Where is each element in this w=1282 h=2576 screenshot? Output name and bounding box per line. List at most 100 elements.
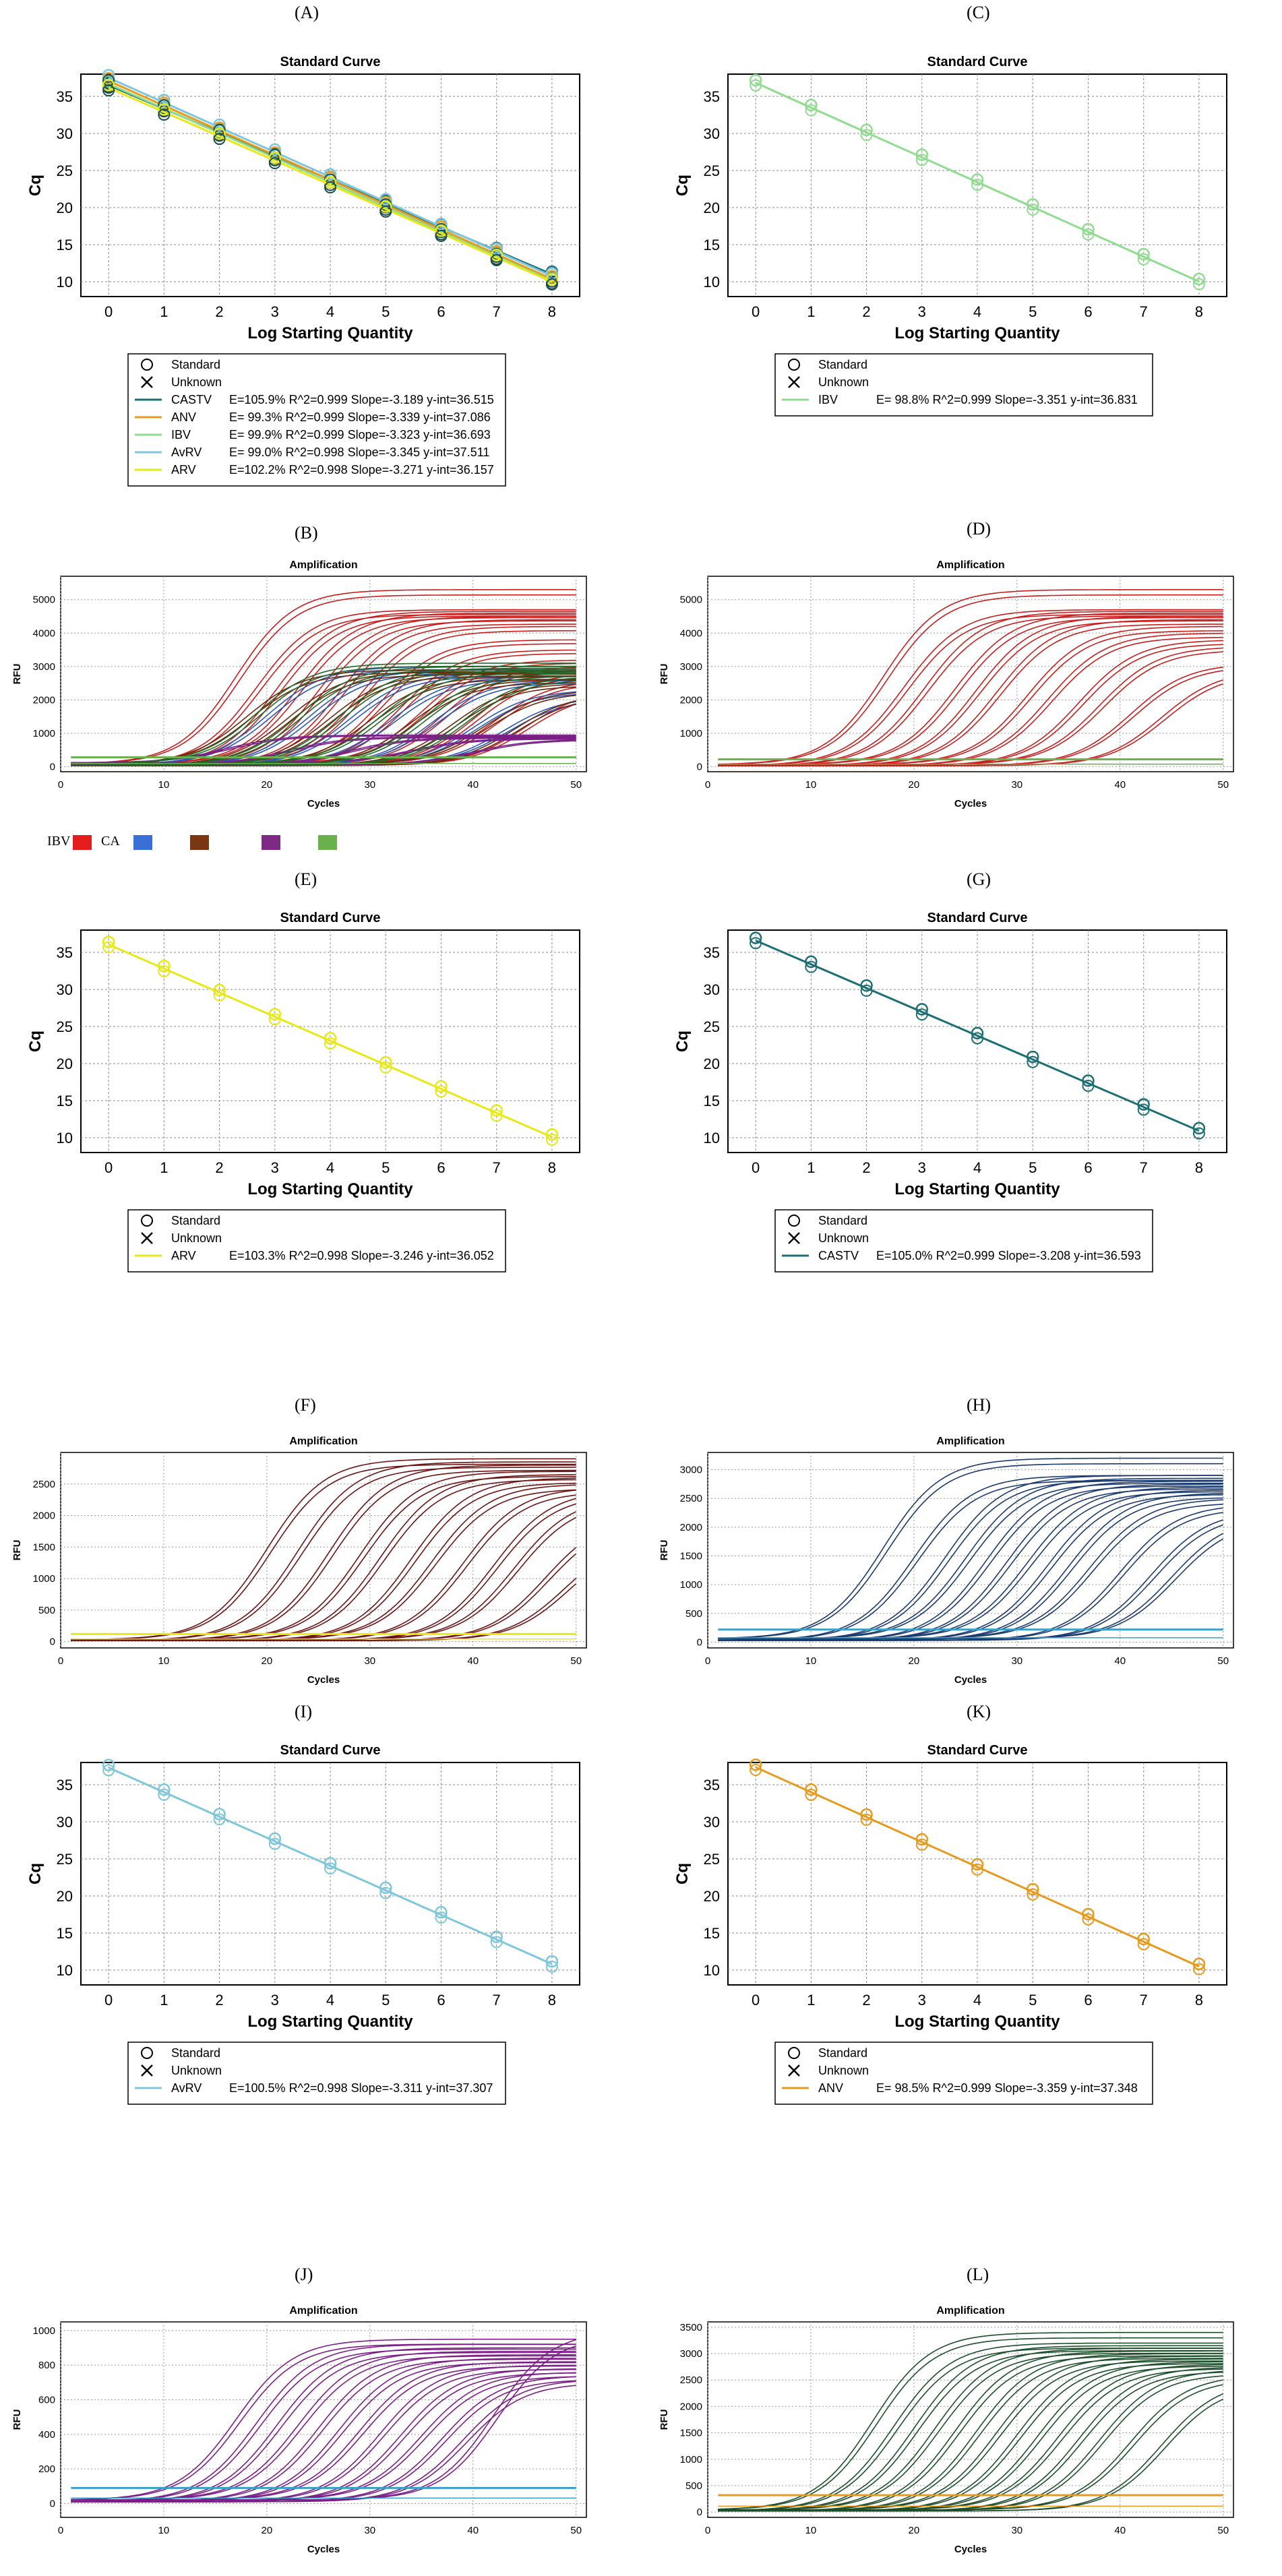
data-point [102,79,115,92]
data-point [324,1037,336,1050]
data-point [379,206,392,218]
standard-marker-icon [141,359,153,371]
x-tick-label: 7 [1140,303,1148,320]
y-tick-label: 35 [704,944,720,961]
data-point [860,123,873,136]
series-AvRV [102,1758,559,1973]
y-tick-label: 10 [704,1962,720,1979]
amplification-curve [718,2337,1223,2510]
amplification-curve [71,589,576,764]
y-tick-label: 25 [704,162,720,179]
amplification-chart-J: Amplification 0 10 20 30 40 50 0 200 400 600 800 100… [11,2305,587,2555]
x-tick-label: 8 [1195,303,1203,320]
x-axis-label: Log Starting Quantity [247,2013,413,2031]
chart-title: Amplification [289,559,357,571]
data-point [158,109,171,121]
x-tick-label: 20 [909,2525,920,2536]
y-tick-label: 5000 [33,594,55,606]
x-axis-label: Cycles [307,798,340,809]
y-tick-label: 20 [704,1055,720,1072]
data-point [805,960,818,973]
data-point [435,218,448,231]
standard-marker-icon [788,359,800,371]
amplification-curve [718,2352,1223,2511]
y-tick-label: 1000 [33,1573,55,1585]
y-tick-label: 400 [38,2429,55,2441]
data-point [102,941,115,954]
data-point [102,1764,115,1777]
y-tick-label: 500 [38,1605,55,1616]
x-tick-label: 4 [326,1159,334,1176]
y-tick-label: 800 [38,2360,55,2371]
data-point [1137,1932,1150,1946]
x-tick-label: 10 [805,779,817,791]
unknown-marker-icon [788,1232,800,1244]
panel-label-K: (K) [967,1702,991,1721]
amplification-curve [71,1458,576,1640]
chart-title: Amplification [936,2305,1004,2317]
legend-series-stats: E= 99.3% R^2=0.999 Slope=-3.339 y-int=37… [229,410,491,424]
series-ANV [718,2331,1224,2512]
data-point [860,979,873,992]
y-tick-label: 3000 [33,661,55,673]
y-tick-label: 15 [57,237,73,253]
data-point [1137,247,1150,261]
x-tick-label: 2 [862,303,870,320]
x-tick-label: 0 [705,1655,710,1667]
series-green [71,663,576,766]
y-tick-label: 20 [57,200,73,216]
data-point [213,989,226,1002]
y-tick-label: 15 [704,1093,720,1109]
x-axis-label: Cycles [954,2544,987,2555]
fit-line-ANV [755,1766,1200,1968]
x-tick-label: 8 [548,1159,556,1176]
x-tick-label: 6 [437,1159,445,1176]
amplification-curve [71,2355,576,2501]
y-tick-label: 0 [50,2498,55,2509]
data-point [1082,228,1095,241]
x-tick-label: 20 [262,1655,273,1667]
amplification-chart-B: Amplification 0 10 20 30 40 50 0 1000 2000 3000 400… [11,559,587,809]
standard-curve-chart-A: Standard Curve 0 1 2 3 4 5 6 7 8 10 15 20 25 30 35 Log S… [26,55,580,487]
x-tick-label: 4 [973,1992,981,2008]
data-point [268,157,281,170]
legend-box [774,2042,1153,2105]
unknown-marker-icon [141,1232,153,1244]
y-axis-label: Cq [26,1863,44,1884]
data-point [379,1061,392,1074]
legend-series-name: AvRV [171,2081,202,2095]
chart-title: Standard Curve [280,911,381,925]
y-tick-label: 2000 [680,694,702,706]
data-point [324,1862,336,1875]
data-point [490,1930,503,1943]
legend-series-stats: E=100.5% R^2=0.998 Slope=-3.311 y-int=37… [229,2081,493,2095]
legend-standard: Standard [171,2046,220,2060]
y-tick-label: 1000 [33,728,55,739]
y-tick-label: 0 [697,762,702,773]
y-tick-label: 15 [704,1925,720,1942]
data-point [915,1003,929,1016]
x-tick-label: 1 [160,1159,168,1176]
data-point [1192,278,1205,290]
y-tick-label: 3000 [680,1465,702,1476]
x-tick-label: 2 [215,1159,223,1176]
curves [71,1458,577,1641]
y-tick-label: 0 [50,1636,55,1648]
x-tick-label: 8 [548,1992,556,2008]
x-tick-label: 0 [104,303,113,320]
data-point [750,937,762,950]
panel-label-B: (B) [295,523,318,543]
amplification-curve [718,2398,1224,2512]
x-tick-label: 6 [1084,1992,1092,2008]
data-point [1137,1103,1150,1116]
data-point [268,1008,282,1020]
x-tick-label: 4 [326,303,334,320]
data-point [158,99,171,112]
data-point [750,79,762,92]
data-point [102,84,115,97]
data-point [490,1936,503,1949]
panel-label-D: (D) [967,519,991,539]
standard-marker-icon [141,1215,153,1227]
legend-box [774,1209,1153,1272]
